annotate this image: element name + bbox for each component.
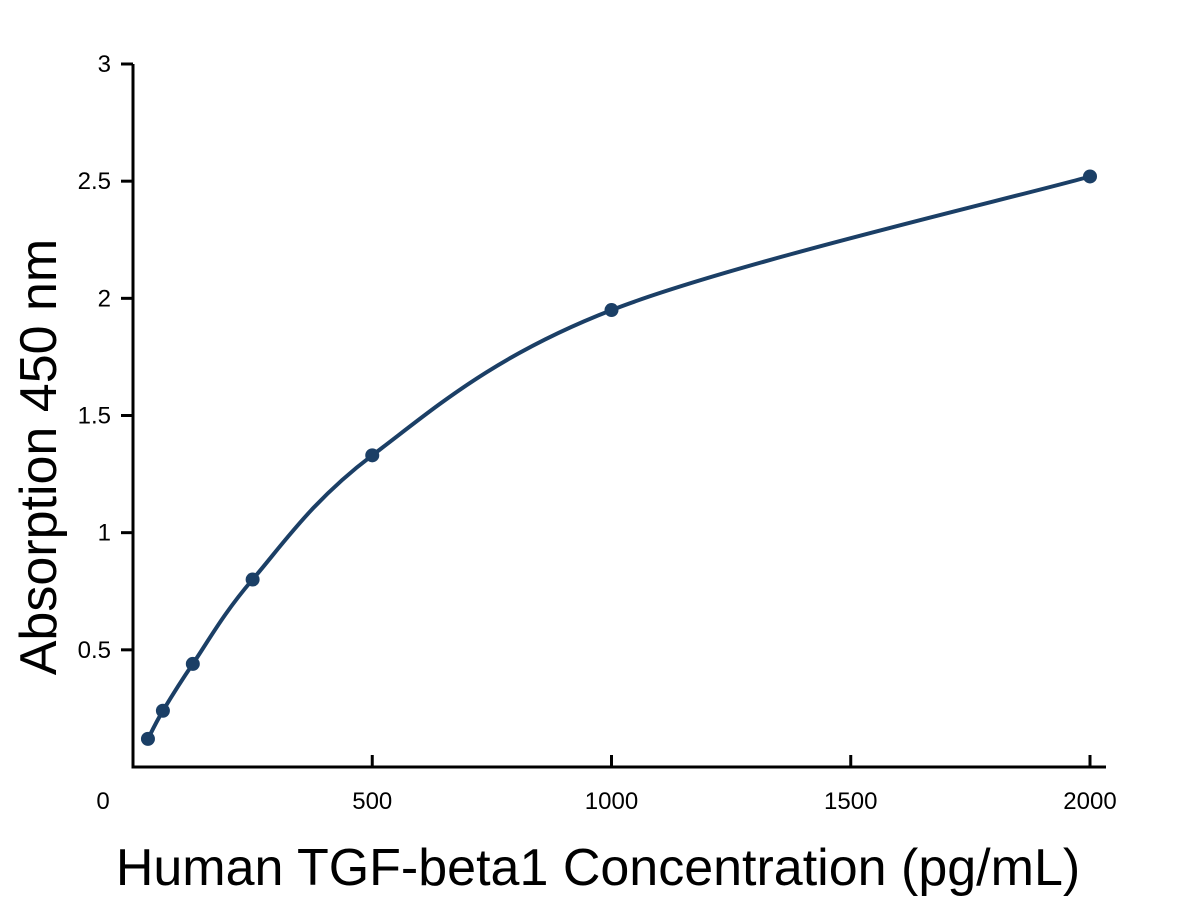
data-point	[140, 731, 155, 746]
y-tick-label: 2.5	[78, 168, 111, 195]
y-tick-label: 0.5	[78, 637, 111, 664]
y-tick-label: 2	[98, 285, 111, 312]
x-tick-label: 0	[96, 788, 109, 815]
data-point	[185, 656, 200, 671]
data-point	[155, 703, 170, 718]
x-tick-label: 1000	[585, 788, 638, 815]
x-axis-ticks: 0 500 1000 1500 2000	[96, 755, 1117, 815]
data-point	[365, 448, 380, 463]
x-axis-title: Human TGF-beta1 Concentration (pg/mL)	[116, 839, 1080, 897]
y-tick-label: 1	[98, 520, 111, 547]
data-point	[245, 572, 260, 587]
series-line	[146, 174, 1091, 740]
axes	[131, 64, 1106, 769]
data-points	[140, 169, 1097, 746]
data-point	[604, 303, 619, 318]
x-tick-label: 500	[352, 788, 392, 815]
y-axis-title: Absorption 450 nm	[10, 239, 68, 676]
y-axis-ticks: 0.5 1 1.5 2 2.5 3	[78, 51, 133, 664]
data-point	[1083, 169, 1097, 184]
x-tick-label: 1500	[824, 788, 877, 815]
y-tick-label: 3	[98, 51, 111, 78]
x-tick-label: 2000	[1063, 788, 1116, 815]
y-tick-label: 1.5	[78, 403, 111, 430]
